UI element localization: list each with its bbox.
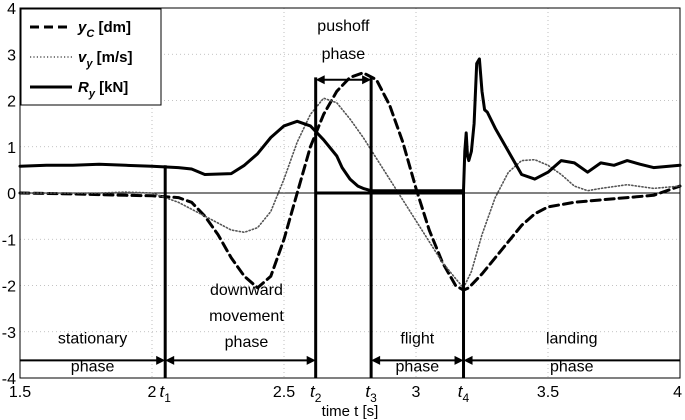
phase-arrow-stationary bbox=[20, 355, 166, 365]
phase-label-flight: phase bbox=[396, 358, 440, 375]
phase-label-landing: phase bbox=[550, 358, 594, 375]
phase-label-flight: flight bbox=[400, 330, 434, 347]
x-tick-label: 3.5 bbox=[537, 384, 559, 401]
phase-arrow-pushoff bbox=[315, 75, 372, 85]
x-tick-label: 2.5 bbox=[273, 384, 295, 401]
phase-arrow-head bbox=[454, 355, 464, 365]
legend-label: Ry [kN] bbox=[78, 79, 128, 100]
phase-arrow-head bbox=[156, 355, 166, 365]
phase-markers bbox=[163, 77, 466, 378]
phase-marker-label: t3 bbox=[365, 382, 377, 405]
phase-marker-label: t4 bbox=[458, 382, 470, 405]
legend-label: vy [m/s] bbox=[78, 49, 132, 70]
series-line-ry bbox=[18, 57, 682, 193]
phase-arrow-head bbox=[362, 75, 372, 85]
phase-label-downward: movement bbox=[209, 308, 284, 325]
phase-arrow-flight bbox=[371, 355, 464, 365]
phase-arrow-head bbox=[463, 355, 473, 365]
legend-label: yC [dm] bbox=[77, 19, 131, 40]
y-tick-label: -3 bbox=[2, 325, 16, 342]
y-tick-label: 3 bbox=[7, 47, 16, 64]
x-tick-label: 1.5 bbox=[9, 384, 31, 401]
phase-arrow-head bbox=[306, 355, 316, 365]
y-tick-label: 2 bbox=[7, 94, 16, 111]
phase-label-pushoff: phase bbox=[322, 46, 366, 63]
series-line-yc bbox=[18, 71, 682, 292]
y-tick-label: -4 bbox=[2, 371, 16, 388]
phase-arrow-head bbox=[371, 355, 381, 365]
axis-ticks: -4 -3 -2 -1 0 1 2 3 4 1.5 2 2.5 3 3.5 4 t1 t2 t3 t4 bbox=[2, 1, 682, 405]
phase-labels: stationary phase downward movement phase push… bbox=[20, 18, 680, 375]
y-tick-label: 0 bbox=[7, 186, 16, 203]
x-tick-label: 4 bbox=[673, 384, 682, 401]
phase-arrow-downward bbox=[165, 355, 316, 365]
phase-label-stationary: phase bbox=[71, 358, 115, 375]
x-tick-label: 2 bbox=[148, 384, 157, 401]
series-line-vy bbox=[19, 97, 681, 289]
series-layer bbox=[18, 57, 682, 292]
phase-label-landing: landing bbox=[546, 330, 598, 347]
legend: yC [dm] vy [m/s] Ry [kN] bbox=[20, 8, 162, 106]
phase-arrow-landing bbox=[463, 355, 680, 365]
phase-arrow-head bbox=[315, 75, 325, 85]
y-tick-label: 1 bbox=[7, 140, 16, 157]
phase-label-pushoff: pushoff bbox=[317, 18, 370, 35]
phase-label-downward: downward bbox=[210, 282, 283, 299]
x-tick-label: 3 bbox=[412, 384, 421, 401]
phase-arrow-head bbox=[165, 355, 175, 365]
x-axis-label: time t [s] bbox=[322, 403, 379, 420]
y-tick-label: -2 bbox=[2, 279, 16, 296]
phase-label-stationary: stationary bbox=[58, 330, 127, 347]
phase-marker-label: t1 bbox=[159, 382, 171, 405]
phase-label-downward: phase bbox=[225, 334, 269, 351]
y-tick-label: 4 bbox=[7, 1, 16, 18]
phase-marker-label: t2 bbox=[310, 382, 322, 405]
plot-frame bbox=[19, 7, 681, 379]
y-tick-label: -1 bbox=[2, 232, 16, 249]
